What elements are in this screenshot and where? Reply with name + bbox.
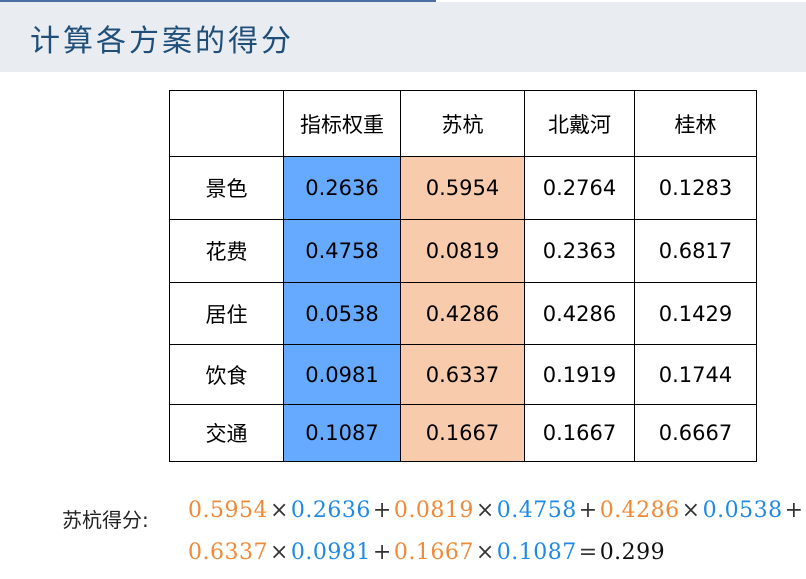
beidaihe-cell: 0.1667 (524, 404, 635, 462)
times-sign: × (269, 540, 289, 565)
formula-term-a: 0.6337 (188, 540, 268, 565)
formula-term-b: 0.0981 (290, 540, 371, 565)
guilin-cell: 0.6667 (634, 404, 757, 462)
header-band: 计算各方案的得分 (0, 2, 806, 72)
suhang-cell: 0.1667 (400, 404, 525, 462)
table-row: 居住 0.0538 0.4286 0.4286 0.1429 (169, 282, 757, 345)
suhang-cell: 0.4286 (400, 282, 525, 345)
score-table: 指标权重 苏杭 北戴河 桂林 景色 0.2636 0.5954 0.2764 0… (169, 90, 757, 462)
guilin-cell: 0.1744 (634, 344, 757, 405)
table-row: 饮食 0.0981 0.6337 0.1919 0.1744 (169, 344, 757, 405)
row-label: 饮食 (169, 344, 284, 405)
formula-term-a: 0.5954 (188, 498, 268, 523)
row-label: 交通 (169, 404, 284, 462)
score-formula: 苏杭得分: 0.5954×0.2636+0.0819×0.4758+0.4286… (0, 490, 806, 579)
formula-term-a: 0.4286 (599, 498, 680, 523)
row-label: 花费 (169, 219, 284, 283)
table-header-row: 指标权重 苏杭 北戴河 桂林 (169, 90, 757, 157)
guilin-cell: 0.1283 (634, 156, 757, 220)
suhang-cell: 0.0819 (400, 219, 525, 283)
formula-label: 苏杭得分: (62, 508, 149, 532)
weight-cell: 0.2636 (283, 156, 401, 220)
header-cell-guilin: 桂林 (634, 90, 757, 157)
suhang-cell: 0.5954 (400, 156, 525, 220)
beidaihe-cell: 0.4286 (524, 282, 635, 345)
header-cell-suhang: 苏杭 (400, 90, 525, 157)
times-sign: × (475, 540, 495, 565)
plus-sign: + (784, 498, 804, 523)
row-label: 居住 (169, 282, 284, 345)
weight-cell: 0.4758 (283, 219, 401, 283)
times-sign: × (269, 498, 289, 523)
formula-line-2: 0.6337×0.0981+0.1667×0.1087=0.299 (188, 540, 665, 565)
formula-line-1: 0.5954×0.2636+0.0819×0.4758+0.4286×0.053… (188, 498, 806, 523)
equals-sign: = (578, 540, 598, 565)
table-row: 交通 0.1087 0.1667 0.1667 0.6667 (169, 404, 757, 462)
beidaihe-cell: 0.2764 (524, 156, 635, 220)
formula-term-b: 0.4758 (496, 498, 577, 523)
header-cell-empty (169, 90, 284, 157)
formula-term-b: 0.0538 (702, 498, 783, 523)
table-row: 景色 0.2636 0.5954 0.2764 0.1283 (169, 156, 757, 220)
weight-cell: 0.1087 (283, 404, 401, 462)
weight-cell: 0.0538 (283, 282, 401, 345)
guilin-cell: 0.1429 (634, 282, 757, 345)
page-title: 计算各方案的得分 (30, 24, 294, 59)
plus-sign: + (578, 498, 598, 523)
suhang-cell: 0.6337 (400, 344, 525, 405)
table-row: 花费 0.4758 0.0819 0.2363 0.6817 (169, 219, 757, 283)
row-label: 景色 (169, 156, 284, 220)
weight-cell: 0.0981 (283, 344, 401, 405)
beidaihe-cell: 0.2363 (524, 219, 635, 283)
formula-term-b: 0.2636 (290, 498, 371, 523)
top-accent-line (0, 0, 436, 2)
header-cell-weight: 指标权重 (283, 90, 401, 157)
header-cell-beidaihe: 北戴河 (524, 90, 635, 157)
plus-sign: + (372, 498, 392, 523)
guilin-cell: 0.6817 (634, 219, 757, 283)
times-sign: × (681, 498, 701, 523)
plus-sign: + (372, 540, 392, 565)
times-sign: × (475, 498, 495, 523)
formula-term-a: 0.0819 (393, 498, 474, 523)
formula-result: 0.299 (599, 540, 666, 565)
formula-term-a: 0.1667 (393, 540, 474, 565)
beidaihe-cell: 0.1919 (524, 344, 635, 405)
formula-term-b: 0.1087 (496, 540, 577, 565)
